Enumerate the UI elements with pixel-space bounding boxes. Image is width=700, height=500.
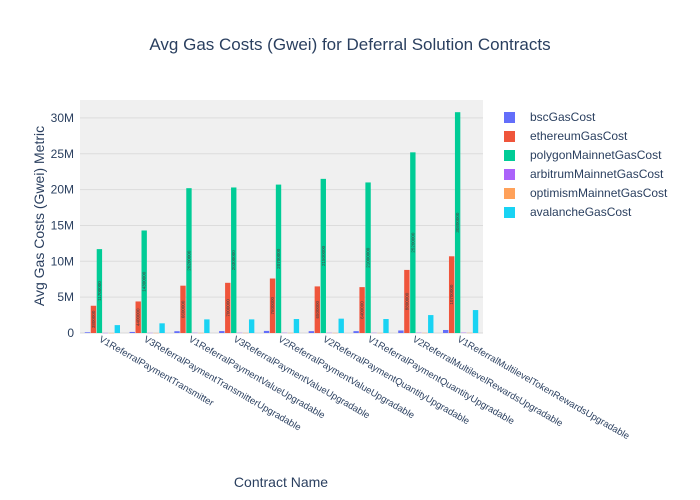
bar-polygonMainnetGasCost <box>320 178 326 333</box>
y-tick-label: 5M <box>57 290 74 304</box>
bar-avalancheGasCost <box>204 319 210 333</box>
legend-swatch <box>504 112 515 123</box>
bar-value-label: 20200000 <box>186 250 191 271</box>
bar-polygonMainnetGasCost <box>365 182 371 333</box>
bar-bscGasCost <box>174 331 180 333</box>
bar-avalancheGasCost <box>114 325 120 333</box>
bar-avalancheGasCost <box>472 310 479 333</box>
bar-polygonMainnetGasCost <box>410 152 416 333</box>
bar-bscGasCost <box>398 330 404 333</box>
legend-label: polygonMainnetGasCost <box>530 148 662 162</box>
bar-bscGasCost <box>129 331 135 333</box>
bars: 3800000 4400000 6600000 7000000 7600000 65000… <box>84 112 479 334</box>
y-tick-label: 25M <box>51 147 74 161</box>
bar-bscGasCost <box>263 330 270 333</box>
bar-avalancheGasCost <box>159 323 165 333</box>
plot-area <box>80 100 483 333</box>
bar-bscGasCost <box>84 332 91 333</box>
y-tick-label: 20M <box>51 183 74 197</box>
legend-swatch <box>504 150 515 161</box>
bar-polygonMainnetGasCost <box>454 112 461 334</box>
bar-bscGasCost <box>308 331 315 333</box>
bar-value-label: 3800000 <box>91 310 96 328</box>
bar-polygonMainnetGasCost <box>141 230 147 333</box>
legend: bscGasCost ethereumGasCost polygonMainnetG… <box>504 110 668 219</box>
bar-avalancheGasCost <box>248 319 255 333</box>
x-axis-ticks: V1ReferralPaymentTransmitterV3ReferralPa… <box>97 334 631 442</box>
bar-value-label: 10700000 <box>449 284 454 305</box>
bar-value-label: 20700000 <box>276 248 281 269</box>
bar-value-label: 20300000 <box>231 250 236 271</box>
bar-value-label: 11700000 <box>97 281 102 301</box>
bar-value-label: 6500000 <box>315 300 320 318</box>
bar-ethereumGasCost <box>314 286 321 333</box>
y-tick-label: 30M <box>51 111 74 125</box>
bar-value-label: 6600000 <box>180 300 185 318</box>
y-axis-title: Avg Gas Costs (Gwei) Metric <box>31 126 47 306</box>
bar-ethereumGasCost <box>180 285 186 333</box>
y-axis-ticks: 0 5M 10M 15M 20M 25M 30M <box>51 111 75 340</box>
x-tick-label: V1ReferralMultilevelTokenRewardsUpgradab… <box>455 334 631 442</box>
bar-value-label: 7000000 <box>225 299 230 317</box>
bar-polygonMainnetGasCost <box>186 188 192 333</box>
bar-value-label: 7600000 <box>270 297 275 315</box>
bar-avalancheGasCost <box>293 319 300 333</box>
x-axis-title: Contract Name <box>234 474 328 490</box>
bar-value-label: 21000000 <box>366 247 371 268</box>
bar-polygonMainnetGasCost <box>96 249 103 333</box>
y-tick-label: 0 <box>67 326 74 340</box>
bar-bscGasCost <box>219 331 225 333</box>
bar-ethereumGasCost <box>135 301 141 333</box>
bar-value-label: 8800000 <box>404 292 409 310</box>
bar-bscGasCost <box>353 331 359 333</box>
y-tick-label: 15M <box>51 218 74 232</box>
legend-swatch <box>504 169 515 180</box>
y-tick-label: 10M <box>51 254 74 268</box>
bar-ethereumGasCost <box>404 269 410 333</box>
bar-ethereumGasCost <box>90 305 97 333</box>
bar-value-label: 14300000 <box>142 271 147 292</box>
bar-ethereumGasCost <box>225 282 231 333</box>
chart-title: Avg Gas Costs (Gwei) for Deferral Soluti… <box>149 35 550 54</box>
legend-label: arbitrumMainnetGasCost <box>530 167 664 181</box>
legend-swatch <box>504 207 515 218</box>
bar-avalancheGasCost <box>428 315 434 333</box>
bar-value-label: 6400000 <box>360 301 365 319</box>
bar-value-label: 30800000 <box>455 212 460 233</box>
legend-label: optimismMainnetGasCost <box>530 186 668 200</box>
legend-label: ethereumGasCost <box>530 129 628 143</box>
bar-polygonMainnetGasCost <box>275 184 282 333</box>
bar-ethereumGasCost <box>269 278 276 333</box>
bar-polygonMainnetGasCost <box>231 187 237 333</box>
bar-value-label: 4400000 <box>136 308 141 326</box>
legend-label: bscGasCost <box>530 110 596 124</box>
legend-swatch <box>504 188 515 199</box>
grid-lines <box>80 117 483 334</box>
bar-ethereumGasCost <box>359 287 365 333</box>
bar-avalancheGasCost <box>338 318 344 333</box>
bar-value-label: 21500000 <box>321 245 326 266</box>
bar-avalancheGasCost <box>383 319 389 333</box>
bar-bscGasCost <box>443 329 449 333</box>
bar-value-label: 25200000 <box>410 232 415 253</box>
bar-ethereumGasCost <box>448 256 455 333</box>
legend-label: avalancheGasCost <box>530 205 632 219</box>
legend-swatch <box>504 131 515 142</box>
